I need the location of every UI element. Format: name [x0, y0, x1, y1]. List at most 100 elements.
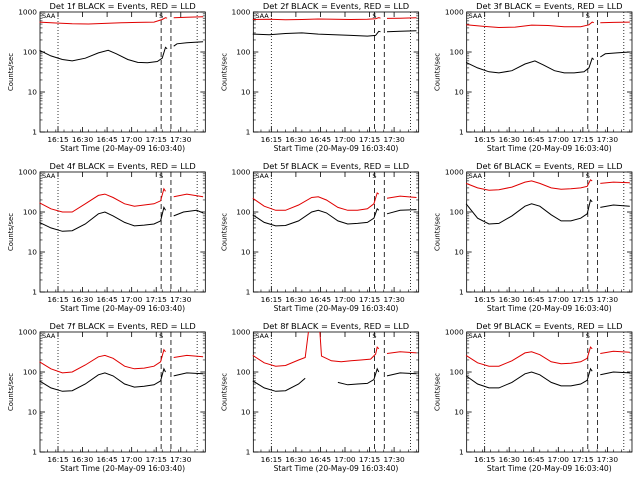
plot-frame: [252, 11, 420, 133]
flag-label: SAA: [255, 172, 269, 180]
series-lld-line: [252, 17, 381, 21]
y-tick-label: 1: [459, 288, 464, 297]
x-tick-label: 16:45: [96, 455, 118, 464]
panel-7: Det 7f BLACK = Events, RED = LLD 1 10 100 10…: [7, 321, 206, 473]
x-tick-label: 17:15: [572, 455, 594, 464]
x-tick-label: 17:00: [121, 455, 143, 464]
y-tick-label: 100: [23, 368, 37, 377]
x-tick-label: 16:15: [47, 295, 69, 304]
x-tick-label: 16:15: [47, 135, 69, 144]
panel-title: Det 7f BLACK = Events, RED = LLD: [49, 321, 195, 331]
series-lld-line: [600, 21, 630, 24]
panel-1: Det 1f BLACK = Events, RED = LLD 1 10 100 10…: [7, 1, 206, 153]
y-tick-label: 100: [450, 368, 464, 377]
flag-label: SAA: [42, 172, 56, 180]
y-axis-label: Counts/sec: [220, 53, 228, 91]
top-marker-label: S: [372, 172, 376, 180]
y-tick-label: 100: [23, 208, 37, 217]
y-tick-label: 10: [454, 248, 464, 257]
series-lld-line: [600, 181, 630, 184]
y-tick-label: 1000: [18, 328, 37, 337]
x-tick-label: 16:45: [96, 135, 118, 144]
y-axis-label: Counts/sec: [434, 213, 442, 251]
series-events-line: [173, 209, 204, 217]
plot-frame: [252, 331, 420, 453]
x-tick-label: 16:15: [474, 455, 496, 464]
series-lld-line: [319, 331, 380, 363]
y-tick-label: 10: [454, 408, 464, 417]
y-axis-label: Counts/sec: [434, 373, 442, 411]
y-axis-label: Counts/sec: [220, 373, 228, 411]
x-axis-label: Start Time (20-May-09 16:03:40): [274, 464, 399, 473]
x-tick-label: 17:15: [359, 295, 381, 304]
series-lld-line: [252, 331, 309, 367]
panel-title: Det 4f BLACK = Events, RED = LLD: [49, 161, 195, 171]
x-tick-label: 16:30: [499, 295, 521, 304]
plot-frame: [466, 11, 633, 133]
plot-frame: [252, 171, 420, 293]
y-tick-label: 1: [246, 448, 251, 457]
panel-2: Det 2f BLACK = Events, RED = LLD 1 10 100 10…: [220, 1, 420, 153]
x-tick-label: 17:30: [170, 455, 192, 464]
panel-8: Det 8f BLACK = Events, RED = LLD 1 10 100 10…: [220, 321, 420, 473]
panel-6: Det 6f BLACK = Events, RED = LLD 1 10 100 10…: [434, 161, 633, 313]
x-tick-label: 16:30: [72, 455, 94, 464]
x-tick-label: 17:00: [548, 135, 570, 144]
series-lld-line: [465, 179, 593, 191]
x-tick-label: 17:00: [121, 295, 143, 304]
x-axis-label: Start Time (20-May-09 16:03:40): [60, 304, 185, 313]
series-lld-line: [173, 193, 204, 198]
x-tick-label: 17:15: [146, 455, 168, 464]
flag-label: SAA: [469, 172, 483, 180]
series-events-line: [173, 41, 204, 47]
x-tick-label: 17:30: [383, 295, 405, 304]
x-axis-label: Start Time (20-May-09 16:03:40): [60, 464, 185, 473]
flag-label: SAA: [469, 332, 483, 340]
y-tick-label: 100: [236, 368, 250, 377]
series-events-line: [386, 372, 417, 377]
top-marker-label: S: [159, 172, 163, 180]
top-marker-label: S: [586, 172, 590, 180]
y-tick-label: 1000: [18, 168, 37, 177]
x-tick-label: 16:45: [310, 455, 332, 464]
y-tick-label: 1: [32, 448, 37, 457]
series-lld-line: [39, 187, 166, 213]
x-axis-label: Start Time (20-May-09 16:03:40): [60, 144, 185, 153]
series-lld-line: [386, 17, 417, 19]
x-tick-label: 16:15: [261, 295, 283, 304]
series-lld-line: [466, 21, 594, 29]
y-tick-label: 10: [241, 248, 251, 257]
x-tick-label: 16:45: [523, 455, 545, 464]
y-tick-label: 1: [459, 128, 464, 137]
panel-9: Det 9f BLACK = Events, RED = LLD 1 10 100 10…: [434, 321, 633, 473]
x-tick-label: 16:45: [310, 295, 332, 304]
y-tick-label: 10: [454, 88, 464, 97]
flag-label: SAA: [255, 332, 269, 340]
series-events-line: [465, 57, 595, 74]
y-tick-label: 10: [28, 408, 38, 417]
x-tick-label: 17:15: [359, 455, 381, 464]
panel-4: Det 4f BLACK = Events, RED = LLD 1 10 100 10…: [7, 161, 206, 313]
panel-title: Det 3f BLACK = Events, RED = LLD: [476, 1, 622, 11]
x-tick-label: 17:30: [383, 135, 405, 144]
series-lld-line: [39, 348, 166, 374]
y-tick-label: 1000: [232, 328, 251, 337]
y-tick-label: 1000: [445, 328, 464, 337]
x-tick-label: 17:15: [359, 135, 381, 144]
series-lld-line: [386, 351, 417, 354]
top-marker-label: S: [586, 332, 590, 340]
series-lld-line: [173, 354, 204, 358]
x-tick-label: 17:00: [334, 455, 356, 464]
panel-title: Det 8f BLACK = Events, RED = LLD: [263, 321, 409, 331]
y-axis-label: Counts/sec: [7, 213, 15, 251]
x-tick-label: 16:45: [310, 135, 332, 144]
plot-frame: [466, 331, 633, 453]
series-lld-line: [465, 346, 593, 367]
plot-frame: [39, 171, 206, 293]
x-tick-label: 16:30: [285, 295, 307, 304]
y-tick-label: 1000: [18, 8, 37, 17]
top-marker-label: S: [372, 12, 376, 20]
x-tick-label: 17:00: [334, 135, 356, 144]
